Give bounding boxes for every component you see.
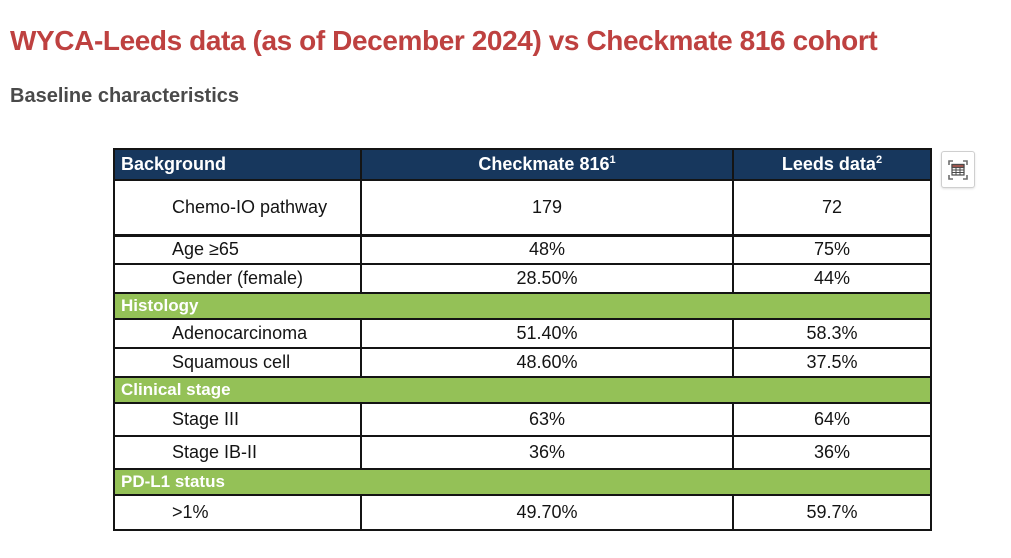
row-label: >1% [113, 494, 362, 531]
leeds-data-footnote-marker: 2 [875, 154, 883, 166]
checkmate-value: 51.40% [360, 318, 734, 349]
table-row-stage-ib-ii: Stage IB-II 36% 36% [113, 435, 932, 470]
table-row-gender-female: Gender (female) 28.50% 44% [113, 263, 932, 294]
leeds-value: 58.3% [732, 318, 932, 349]
slide-subtitle: Baseline characteristics [10, 84, 240, 107]
section-header-pd-l1-status: PD-L1 status [113, 468, 932, 496]
row-label: Gender (female) [113, 263, 362, 294]
column-header-checkmate-816: Checkmate 8161 [360, 148, 734, 181]
section-header-label: Clinical stage [113, 376, 932, 404]
leeds-value: 75% [732, 234, 932, 265]
table-row-chemo-io-pathway: Chemo-IO pathway 179 72 [113, 179, 932, 237]
section-header-label: PD-L1 status [113, 468, 932, 496]
baseline-characteristics-table: Background Checkmate 8161 Leeds data2 Ch… [113, 148, 932, 531]
row-label: Chemo-IO pathway [113, 179, 362, 237]
table-row-adenocarcinoma: Adenocarcinoma 51.40% 58.3% [113, 318, 932, 349]
checkmate-value: 28.50% [360, 263, 734, 294]
section-header-clinical-stage: Clinical stage [113, 376, 932, 404]
column-header-checkmate-816-label: Checkmate 816 [478, 154, 610, 174]
table-row-stage-iii: Stage III 63% 64% [113, 402, 932, 437]
leeds-value: 72 [732, 179, 932, 237]
row-label: Squamous cell [113, 347, 362, 378]
section-header-histology: Histology [113, 292, 932, 320]
leeds-value: 59.7% [732, 494, 932, 531]
slide-title: WYCA-Leeds data (as of December 2024) vs… [10, 24, 878, 56]
table-select-icon [946, 158, 970, 182]
table-row-age: Age ≥65 48% 75% [113, 234, 932, 265]
checkmate-value: 179 [360, 179, 734, 237]
column-header-leeds-data: Leeds data2 [732, 148, 932, 181]
column-header-background: Background [113, 148, 362, 181]
column-header-leeds-data-label: Leeds data [781, 154, 876, 174]
section-header-label: Histology [113, 292, 932, 320]
table-row-pd-l1-gt-1pct: >1% 49.70% 59.7% [113, 494, 932, 531]
row-label: Age ≥65 [113, 234, 362, 265]
checkmate-value: 48% [360, 234, 734, 265]
leeds-value: 36% [732, 435, 932, 470]
table-row-squamous-cell: Squamous cell 48.60% 37.5% [113, 347, 932, 378]
leeds-value: 44% [732, 263, 932, 294]
baseline-characteristics-table-container: Background Checkmate 8161 Leeds data2 Ch… [113, 148, 932, 531]
table-header-row: Background Checkmate 8161 Leeds data2 [113, 148, 932, 181]
row-label: Adenocarcinoma [113, 318, 362, 349]
row-label: Stage III [113, 402, 362, 437]
leeds-value: 37.5% [732, 347, 932, 378]
checkmate-value: 49.70% [360, 494, 734, 531]
checkmate-value: 63% [360, 402, 734, 437]
table-select-button[interactable] [941, 151, 975, 188]
checkmate-value: 36% [360, 435, 734, 470]
row-label: Stage IB-II [113, 435, 362, 470]
checkmate-value: 48.60% [360, 347, 734, 378]
leeds-value: 64% [732, 402, 932, 437]
checkmate-816-footnote-marker: 1 [609, 154, 616, 166]
